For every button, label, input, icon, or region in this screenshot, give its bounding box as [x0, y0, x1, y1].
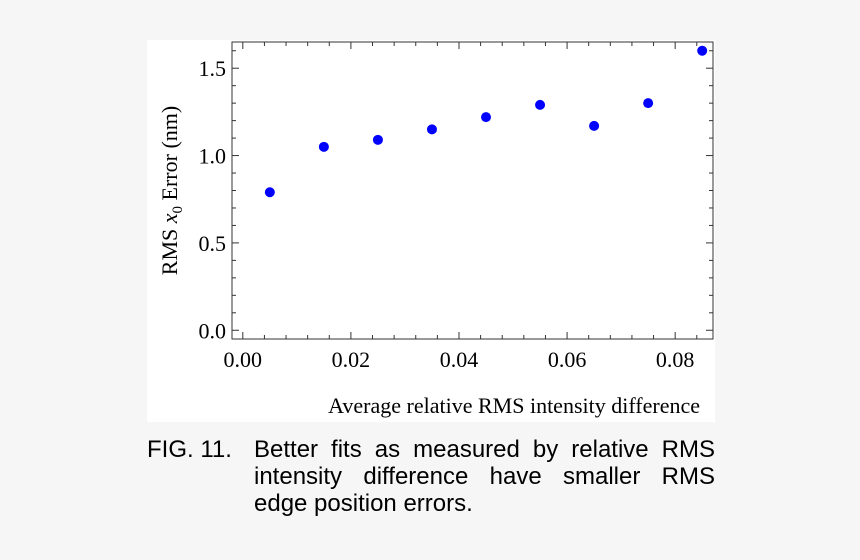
data-point [264, 187, 275, 198]
caption-label: FIG. 11. [147, 436, 232, 463]
y-axis-label: RMS x0 Error (nm) [157, 106, 186, 275]
data-point [481, 112, 492, 123]
caption-text: Better fits as measured by relative RMS … [254, 436, 715, 517]
data-point [318, 141, 329, 152]
x-tick-label: 0.04 [440, 347, 479, 372]
data-point [535, 99, 546, 110]
y-tick-label: 0.0 [199, 318, 227, 343]
y-tick-label: 1.5 [199, 56, 227, 81]
y-tick-label: 0.5 [199, 231, 227, 256]
x-tick-label: 0.08 [656, 347, 695, 372]
scatter-chart: 0.00 0.02 0.04 0.06 0.08 0.0 0.5 1.0 1.5 Average … [157, 41, 714, 418]
x-tick-label: 0.06 [548, 347, 587, 372]
data-point [372, 134, 383, 145]
x-tick-label: 0.00 [224, 347, 263, 372]
plot-frame [231, 41, 714, 340]
data-point [589, 120, 600, 131]
x-tick-label: 0.02 [332, 347, 371, 372]
x-axis-label: Average relative RMS intensity differenc… [328, 393, 700, 418]
y-tick-label: 1.0 [199, 144, 227, 169]
data-point [643, 98, 654, 109]
data-point [426, 124, 437, 135]
figure-panel: 0.00 0.02 0.04 0.06 0.08 0.0 0.5 1.0 1.5 Average … [147, 40, 715, 422]
data-point [697, 45, 708, 56]
